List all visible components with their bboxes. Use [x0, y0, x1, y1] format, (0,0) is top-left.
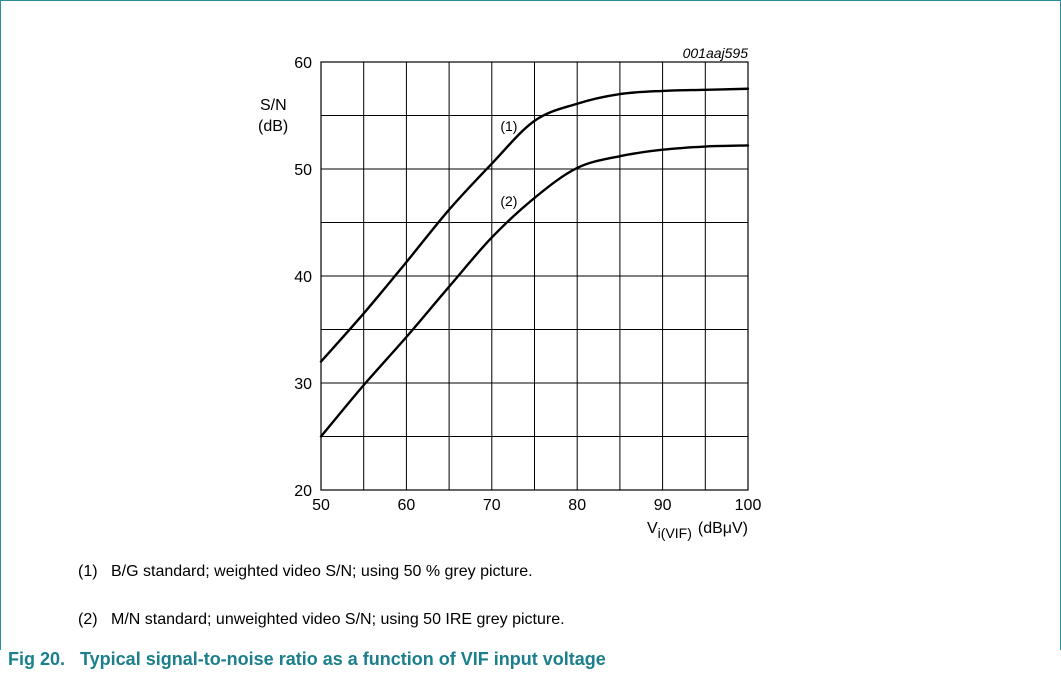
- note-1-number: (1): [78, 563, 98, 580]
- note-2: (2) M/N standard; unweighted video S/N; u…: [78, 611, 565, 629]
- figure-code: 001aaj595: [683, 45, 749, 61]
- x-tick-label: 50: [312, 497, 330, 514]
- x-axis-unit: (dBμV): [698, 520, 748, 537]
- frame-top-border: [0, 0, 1061, 1]
- chart-series: (1) (2): [319, 87, 750, 438]
- y-tick-label: 50: [294, 162, 312, 179]
- x-tick-label: 100: [735, 497, 762, 514]
- figure-title: Typical signal-to-noise ratio as a funct…: [80, 649, 606, 669]
- x-tick-label: 60: [398, 497, 416, 514]
- x-axis-label-main: V: [647, 520, 658, 537]
- y-axis-unit: (dB): [258, 118, 288, 135]
- series-line-1: [319, 87, 750, 363]
- x-tick-label: 70: [483, 497, 501, 514]
- note-1: (1) B/G standard; weighted video S/N; usi…: [78, 563, 533, 581]
- series-line-2: [319, 144, 750, 438]
- x-tick-label: 80: [568, 497, 586, 514]
- y-tick-label: 40: [294, 269, 312, 286]
- series-label-2: (2): [500, 193, 517, 209]
- figure-number: Fig 20.: [8, 649, 66, 669]
- chart-grid: [320, 61, 749, 491]
- note-2-number: (2): [78, 611, 98, 628]
- x-axis-label-sub: i(VIF): [658, 525, 692, 541]
- x-axis-label: Vi(VIF) (dBμV): [647, 520, 748, 541]
- y-tick-label: 30: [294, 376, 312, 393]
- note-2-text: M/N standard; unweighted video S/N; usin…: [111, 611, 565, 628]
- frame-left-border: [0, 0, 1, 650]
- chart-ticks: 50 60 70 80 90 100 20 30 40 50 60: [294, 55, 761, 514]
- sn-vs-vif-chart: (1) (2) 50 60 70 80 90 100 20 30 40 50 60 001aaj595…: [258, 45, 761, 541]
- y-axis-label: S/N: [260, 97, 287, 114]
- note-1-text: B/G standard; weighted video S/N; using …: [111, 563, 533, 580]
- y-tick-label: 60: [294, 55, 312, 72]
- figure-caption: Fig 20. Typical signal-to-noise ratio as …: [8, 649, 606, 670]
- y-tick-label: 20: [294, 483, 312, 500]
- x-tick-label: 90: [654, 497, 672, 514]
- plot-frame: [320, 61, 749, 491]
- series-label-1: (1): [500, 118, 517, 134]
